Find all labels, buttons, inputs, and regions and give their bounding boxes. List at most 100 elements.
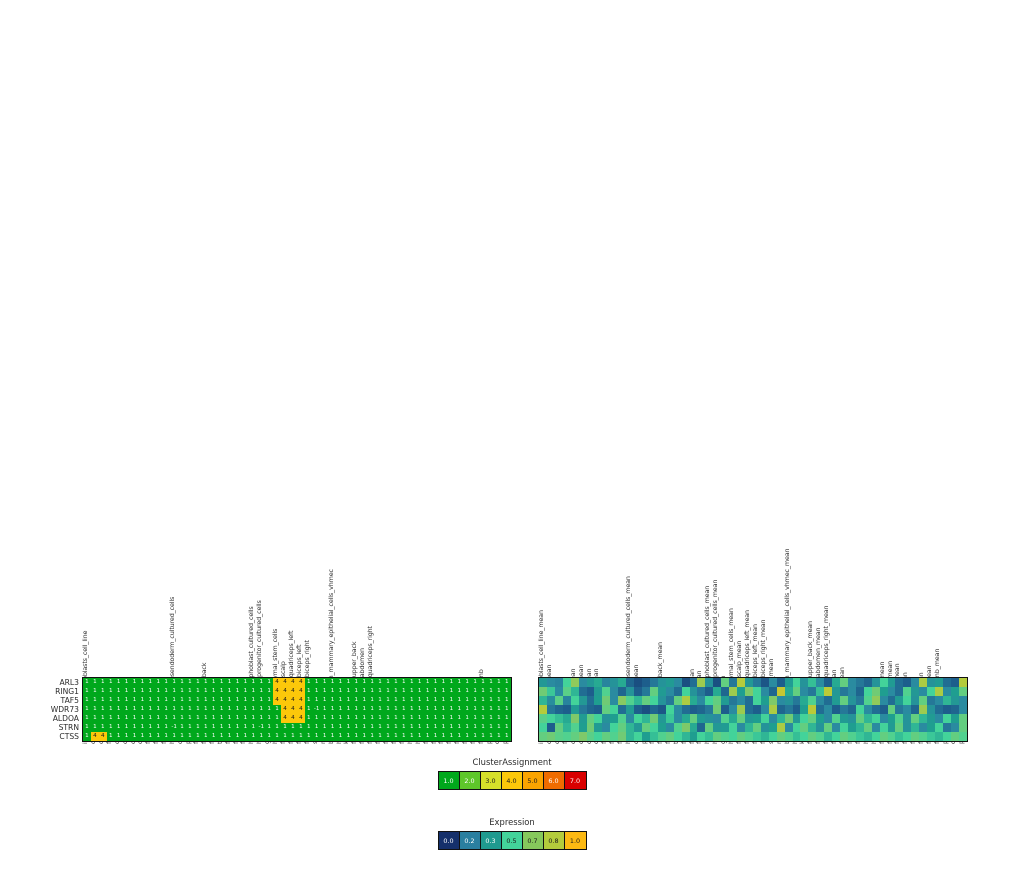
heatmap-cell: 1 bbox=[178, 678, 186, 687]
heatmap-cell: 1 bbox=[352, 732, 361, 741]
heatmap-cell bbox=[776, 732, 785, 741]
heatmap-cell bbox=[737, 696, 745, 705]
heatmap-cell bbox=[578, 732, 587, 741]
heatmap-cell: 1 bbox=[463, 687, 472, 696]
heatmap-cell: 1 bbox=[162, 732, 171, 741]
heatmap-cell: 1 bbox=[320, 714, 329, 723]
heatmap-cell: 1 bbox=[344, 714, 353, 723]
heatmap-cell: 1 bbox=[106, 678, 115, 687]
heatmap-cell bbox=[752, 723, 761, 732]
heatmap-cell bbox=[950, 696, 959, 705]
heatmap-cell: 4 bbox=[273, 696, 282, 705]
heatmap-cell bbox=[816, 723, 825, 732]
heatmap-cell: 1 bbox=[439, 732, 448, 741]
heatmap-cell: 1 bbox=[320, 705, 329, 714]
heatmap-cell bbox=[760, 723, 769, 732]
heatmap-cell: 1 bbox=[265, 732, 274, 741]
heatmap-cell bbox=[895, 723, 904, 732]
heatmap-cell bbox=[919, 732, 928, 741]
heatmap-cell: 1 bbox=[249, 732, 258, 741]
heatmap-cell bbox=[935, 687, 944, 696]
heatmap-cell: 1 bbox=[304, 732, 313, 741]
heatmap-cell: 1 bbox=[193, 723, 202, 732]
row-label: WDR73 bbox=[50, 705, 79, 714]
heatmap-cell bbox=[618, 687, 627, 696]
heatmap-cell bbox=[610, 678, 619, 687]
heatmap-cell: 1 bbox=[288, 732, 297, 741]
row-label: RING1 bbox=[55, 687, 79, 696]
heatmap-cell bbox=[863, 678, 872, 687]
heatmap-cell bbox=[665, 678, 674, 687]
heatmap-cell: 1 bbox=[106, 714, 115, 723]
heatmap-cell: 1 bbox=[391, 732, 400, 741]
heatmap-cell: 1 bbox=[154, 678, 163, 687]
heatmap-cell bbox=[562, 714, 571, 723]
heatmap-cell: 1 bbox=[494, 687, 503, 696]
heatmap-cell bbox=[562, 687, 571, 696]
heatmap-cell bbox=[602, 687, 611, 696]
heatmap-cell bbox=[784, 705, 793, 714]
heatmap-cell bbox=[808, 678, 817, 687]
heatmap-cell bbox=[634, 714, 642, 723]
heatmap-cell bbox=[610, 696, 619, 705]
heatmap-cell bbox=[618, 705, 627, 714]
heatmap-cell bbox=[618, 678, 627, 687]
heatmap-cell: 1 bbox=[249, 696, 258, 705]
heatmap-cell bbox=[816, 696, 825, 705]
heatmap-cell bbox=[689, 678, 698, 687]
heatmap-cell bbox=[887, 696, 896, 705]
heatmap-cell: 1 bbox=[265, 714, 274, 723]
heatmap-cell: 1 bbox=[368, 687, 377, 696]
heatmap-cell: 1 bbox=[122, 687, 131, 696]
heatmap-cell bbox=[840, 732, 848, 741]
heatmap-cell: 1 bbox=[455, 678, 464, 687]
heatmap-cell: 1 bbox=[399, 714, 408, 723]
heatmap-cell bbox=[903, 696, 912, 705]
heatmap-cell: 1 bbox=[431, 678, 440, 687]
heatmap-cell: 1 bbox=[479, 723, 488, 732]
heatmap-cell: 4 bbox=[98, 732, 107, 741]
heatmap-cell: 1 bbox=[296, 723, 305, 732]
heatmap-cell: 1 bbox=[162, 696, 171, 705]
row-label: ARL3 bbox=[59, 678, 79, 687]
heatmap-cell bbox=[792, 732, 801, 741]
heatmap-cell bbox=[618, 714, 627, 723]
heatmap-cell: 4 bbox=[281, 705, 289, 714]
heatmap-cell bbox=[847, 705, 856, 714]
heatmap-cell: 1 bbox=[384, 696, 392, 705]
heatmap-cell: 1 bbox=[201, 705, 210, 714]
heatmap-cell: 1 bbox=[138, 723, 147, 732]
heatmap-cell bbox=[594, 696, 603, 705]
heatmap-cell bbox=[649, 696, 658, 705]
heatmap-cell bbox=[824, 732, 833, 741]
heatmap-cell: 1 bbox=[130, 723, 139, 732]
heatmap-cell bbox=[840, 687, 848, 696]
heatmap-cell bbox=[887, 678, 896, 687]
heatmap-cell bbox=[935, 714, 944, 723]
heatmap-cell: 1 bbox=[265, 723, 274, 732]
heatmap-cell bbox=[737, 714, 745, 723]
heatmap-cell bbox=[744, 687, 753, 696]
heatmap-cell: 1 bbox=[114, 714, 123, 723]
heatmap-cell bbox=[641, 714, 650, 723]
heatmap-cell bbox=[681, 732, 690, 741]
heatmap-cell bbox=[641, 678, 650, 687]
heatmap-cell bbox=[784, 687, 793, 696]
heatmap-cell: 1 bbox=[463, 714, 472, 723]
heatmap-cell: 1 bbox=[384, 714, 392, 723]
heatmap-cell bbox=[649, 714, 658, 723]
heatmap-cell: 1 bbox=[146, 687, 155, 696]
heatmap-cell bbox=[737, 732, 745, 741]
heatmap-cell: 1 bbox=[494, 723, 503, 732]
heatmap-cell bbox=[594, 687, 603, 696]
heatmap-cell: 1 bbox=[98, 705, 107, 714]
heatmap-cell: 1 bbox=[455, 732, 464, 741]
heatmap-cell bbox=[887, 723, 896, 732]
heatmap-cell bbox=[721, 696, 730, 705]
heatmap-cell bbox=[935, 696, 944, 705]
heatmap-cell: 1 bbox=[360, 732, 369, 741]
heatmap-cell: 1 bbox=[344, 696, 353, 705]
heatmap-cell: 1 bbox=[360, 723, 369, 732]
legend-swatch: 1.0 bbox=[438, 772, 460, 789]
heatmap-cell: 1 bbox=[344, 687, 353, 696]
